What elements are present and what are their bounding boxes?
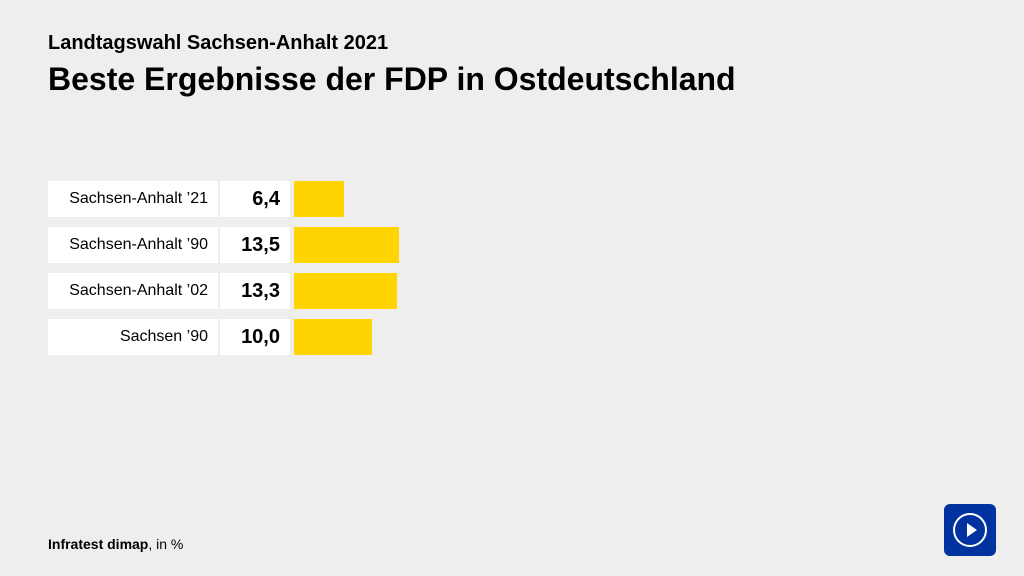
bar-fill: [294, 227, 399, 263]
chart-container: Landtagswahl Sachsen-Anhalt 2021 Beste E…: [0, 0, 1024, 394]
bar-fill: [294, 273, 397, 309]
page-title: Beste Ergebnisse der FDP in Ostdeutschla…: [48, 61, 976, 98]
bar-label: Sachsen-Anhalt ’21: [48, 181, 218, 217]
bar-value: 10,0: [220, 319, 290, 355]
play-triangle-icon: [967, 523, 977, 537]
footer-source: Infratest dimap: [48, 536, 148, 552]
bar-label: Sachsen-Anhalt ’90: [48, 227, 218, 263]
chart-area: Sachsen-Anhalt ’21 6,4 Sachsen-Anhalt ’9…: [48, 178, 976, 358]
bar-row: Sachsen ’90 10,0: [48, 316, 976, 358]
bar-row: Sachsen-Anhalt ’21 6,4: [48, 178, 976, 220]
bar-fill: [294, 319, 372, 355]
bar-fill: [294, 181, 344, 217]
bar-label: Sachsen ’90: [48, 319, 218, 355]
bar-label: Sachsen-Anhalt ’02: [48, 273, 218, 309]
bar-value: 6,4: [220, 181, 290, 217]
bar-value: 13,5: [220, 227, 290, 263]
footer: Infratest dimap, in %: [48, 536, 183, 552]
bar-row: Sachsen-Anhalt ’90 13,5: [48, 224, 976, 266]
footer-unit: , in %: [148, 536, 183, 552]
bar-row: Sachsen-Anhalt ’02 13,3: [48, 270, 976, 312]
subtitle: Landtagswahl Sachsen-Anhalt 2021: [48, 32, 976, 55]
bar-value: 13,3: [220, 273, 290, 309]
logo-circle-icon: [953, 513, 987, 547]
broadcaster-logo: [944, 504, 996, 556]
